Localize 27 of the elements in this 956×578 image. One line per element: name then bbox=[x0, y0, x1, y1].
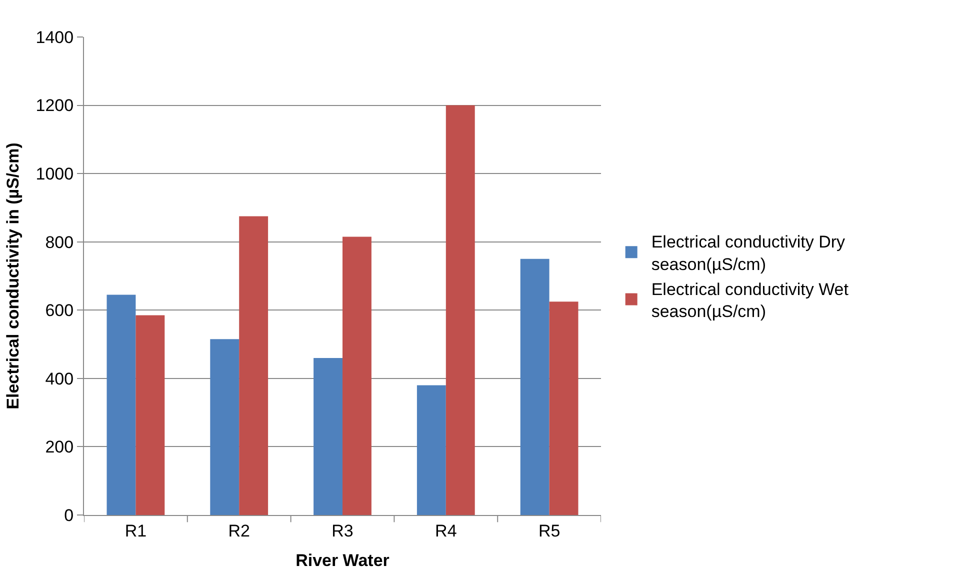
bar bbox=[136, 315, 165, 515]
y-tick-label: 1000 bbox=[36, 164, 74, 184]
y-tick-label: 1200 bbox=[36, 96, 74, 116]
y-axis-title: Electrical conductivity in (µS/cm) bbox=[3, 142, 22, 410]
bar bbox=[239, 216, 268, 515]
x-tick-label: R4 bbox=[435, 521, 457, 540]
x-tick-label: R2 bbox=[228, 521, 250, 540]
bar bbox=[520, 258, 550, 515]
bar bbox=[342, 236, 372, 515]
x-axis-title: River Water bbox=[296, 550, 390, 570]
bar bbox=[549, 302, 578, 515]
x-tick-label: R3 bbox=[332, 521, 354, 540]
legend-label: Electrical conductivity Dry season(µS/cm) bbox=[651, 232, 846, 274]
y-tick-label: 600 bbox=[45, 301, 74, 320]
bar bbox=[314, 358, 342, 515]
y-tick-label: 200 bbox=[45, 438, 74, 457]
x-tick-label: R1 bbox=[124, 521, 147, 540]
bar bbox=[416, 385, 446, 515]
bar bbox=[210, 339, 240, 515]
x-tick-label: R5 bbox=[538, 521, 560, 540]
y-tick-label: 400 bbox=[45, 369, 74, 388]
bar bbox=[446, 105, 475, 515]
bar bbox=[106, 294, 136, 515]
legend-label: Electrical conductivity Wet season(µS/cm) bbox=[651, 280, 849, 321]
y-tick-label: 800 bbox=[45, 232, 74, 252]
y-tick-label: 1400 bbox=[36, 28, 74, 47]
y-tick-label: 0 bbox=[64, 506, 74, 525]
